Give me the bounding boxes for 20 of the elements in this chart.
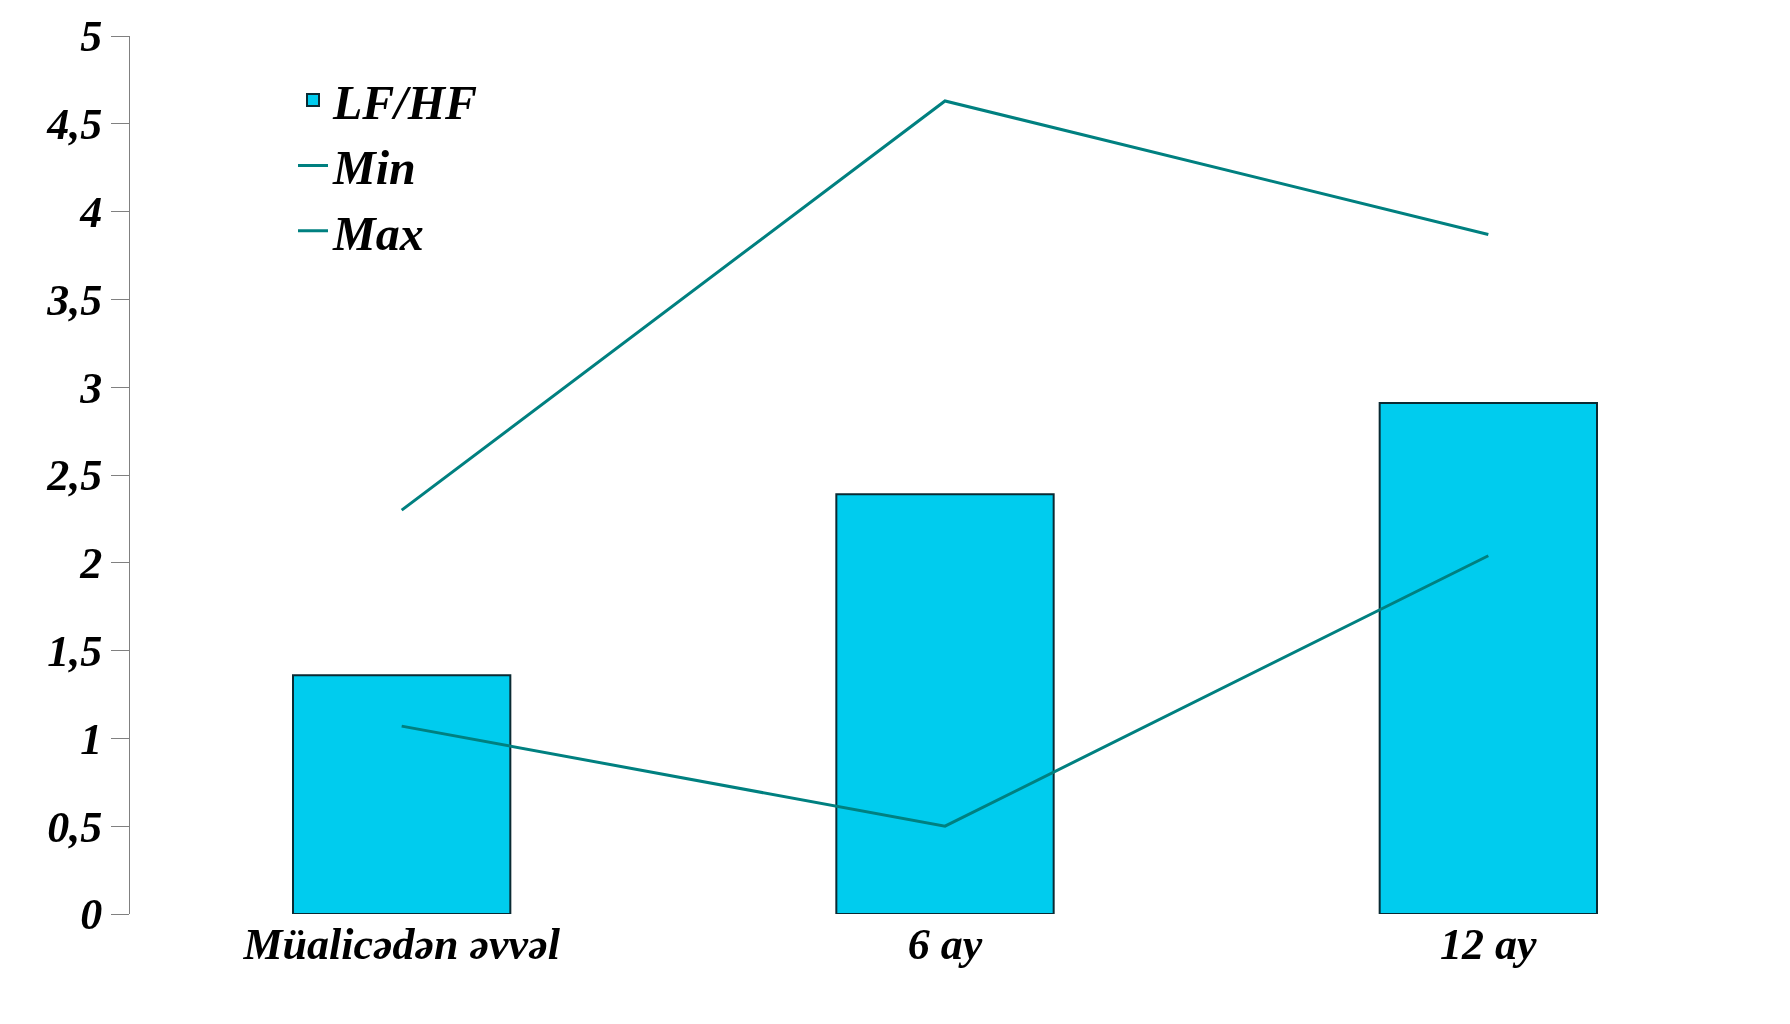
bar [292, 674, 512, 914]
legend-label: Max [332, 206, 424, 260]
y-tick-label: 3,5 [46, 275, 103, 325]
y-tick-label: 1 [80, 714, 103, 764]
y-tick-label: 4,5 [46, 100, 103, 150]
y-tick-label: 0 [80, 890, 103, 940]
y-tick-label: 0,5 [47, 802, 103, 852]
x-tick-label: Müalicədən əvvəl [242, 920, 561, 969]
legend-label: Min [332, 141, 416, 195]
y-tick-label: 3 [79, 363, 103, 413]
legend-label: LF/HF [332, 75, 478, 129]
y-tick-label: 1,5 [47, 627, 103, 676]
y-tick-label: 4 [79, 188, 103, 237]
x-tick-label: 6 ay [907, 920, 983, 969]
y-tick-label: 2 [79, 539, 103, 589]
bar [1378, 402, 1598, 914]
y-tick-label: 5 [80, 12, 103, 62]
bar [835, 493, 1055, 914]
y-tick-label: 2,5 [46, 451, 103, 501]
x-tick-label: 12 ay [1440, 920, 1538, 969]
